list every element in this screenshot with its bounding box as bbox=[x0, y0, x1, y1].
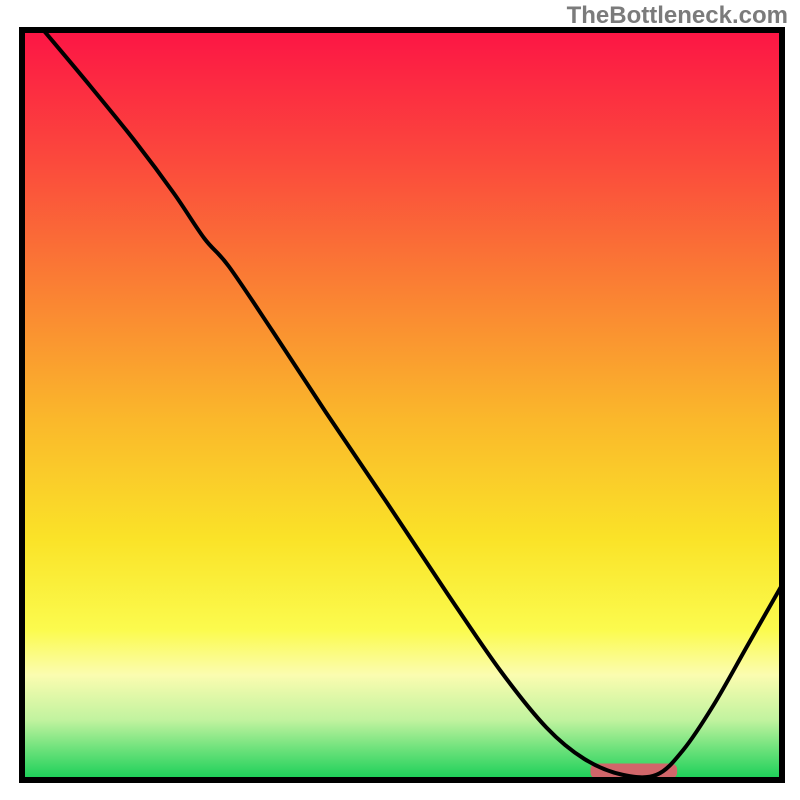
bottleneck-chart: TheBottleneck.com bbox=[0, 0, 800, 800]
attribution-label: TheBottleneck.com bbox=[567, 2, 788, 30]
plot-area bbox=[22, 30, 782, 780]
chart-canvas bbox=[0, 0, 800, 800]
